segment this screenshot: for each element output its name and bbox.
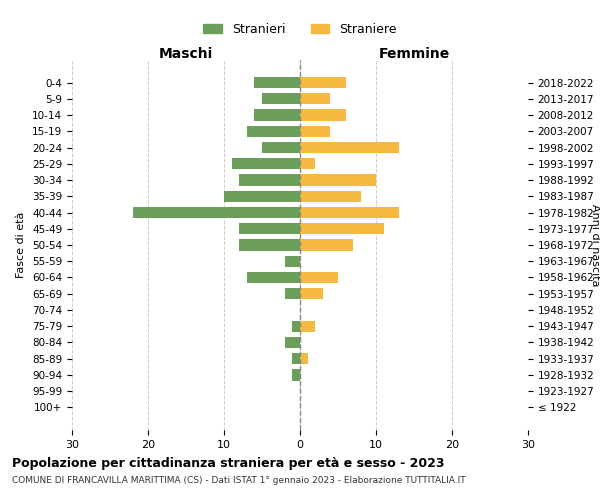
Bar <box>300 190 361 202</box>
Bar <box>254 110 300 120</box>
Bar <box>292 353 300 364</box>
Bar <box>300 288 323 300</box>
Legend: Stranieri, Straniere: Stranieri, Straniere <box>198 18 402 41</box>
Bar <box>285 256 300 267</box>
Bar <box>254 77 300 88</box>
Bar <box>133 207 300 218</box>
Text: Femmine: Femmine <box>379 48 449 62</box>
Bar <box>285 288 300 300</box>
Bar <box>232 158 300 170</box>
Y-axis label: Anni di nascita: Anni di nascita <box>590 204 600 286</box>
Y-axis label: Fasce di età: Fasce di età <box>16 212 26 278</box>
Bar <box>239 223 300 234</box>
Bar <box>300 158 315 170</box>
Bar <box>300 77 346 88</box>
Bar <box>262 142 300 153</box>
Bar <box>239 240 300 250</box>
Bar <box>300 93 331 104</box>
Bar <box>300 223 383 234</box>
Bar <box>285 337 300 348</box>
Bar <box>300 240 353 250</box>
Bar <box>292 320 300 332</box>
Bar <box>300 142 399 153</box>
Bar <box>247 126 300 137</box>
Bar <box>239 174 300 186</box>
Bar <box>292 370 300 380</box>
Text: Popolazione per cittadinanza straniera per età e sesso - 2023: Popolazione per cittadinanza straniera p… <box>12 458 445 470</box>
Bar <box>300 174 376 186</box>
Bar <box>262 93 300 104</box>
Text: Maschi: Maschi <box>159 48 213 62</box>
Bar <box>224 190 300 202</box>
Text: COMUNE DI FRANCAVILLA MARITTIMA (CS) - Dati ISTAT 1° gennaio 2023 - Elaborazione: COMUNE DI FRANCAVILLA MARITTIMA (CS) - D… <box>12 476 466 485</box>
Bar <box>300 110 346 120</box>
Bar <box>300 353 308 364</box>
Bar <box>300 272 338 283</box>
Bar <box>300 207 399 218</box>
Bar <box>300 320 315 332</box>
Bar <box>247 272 300 283</box>
Bar <box>300 126 331 137</box>
